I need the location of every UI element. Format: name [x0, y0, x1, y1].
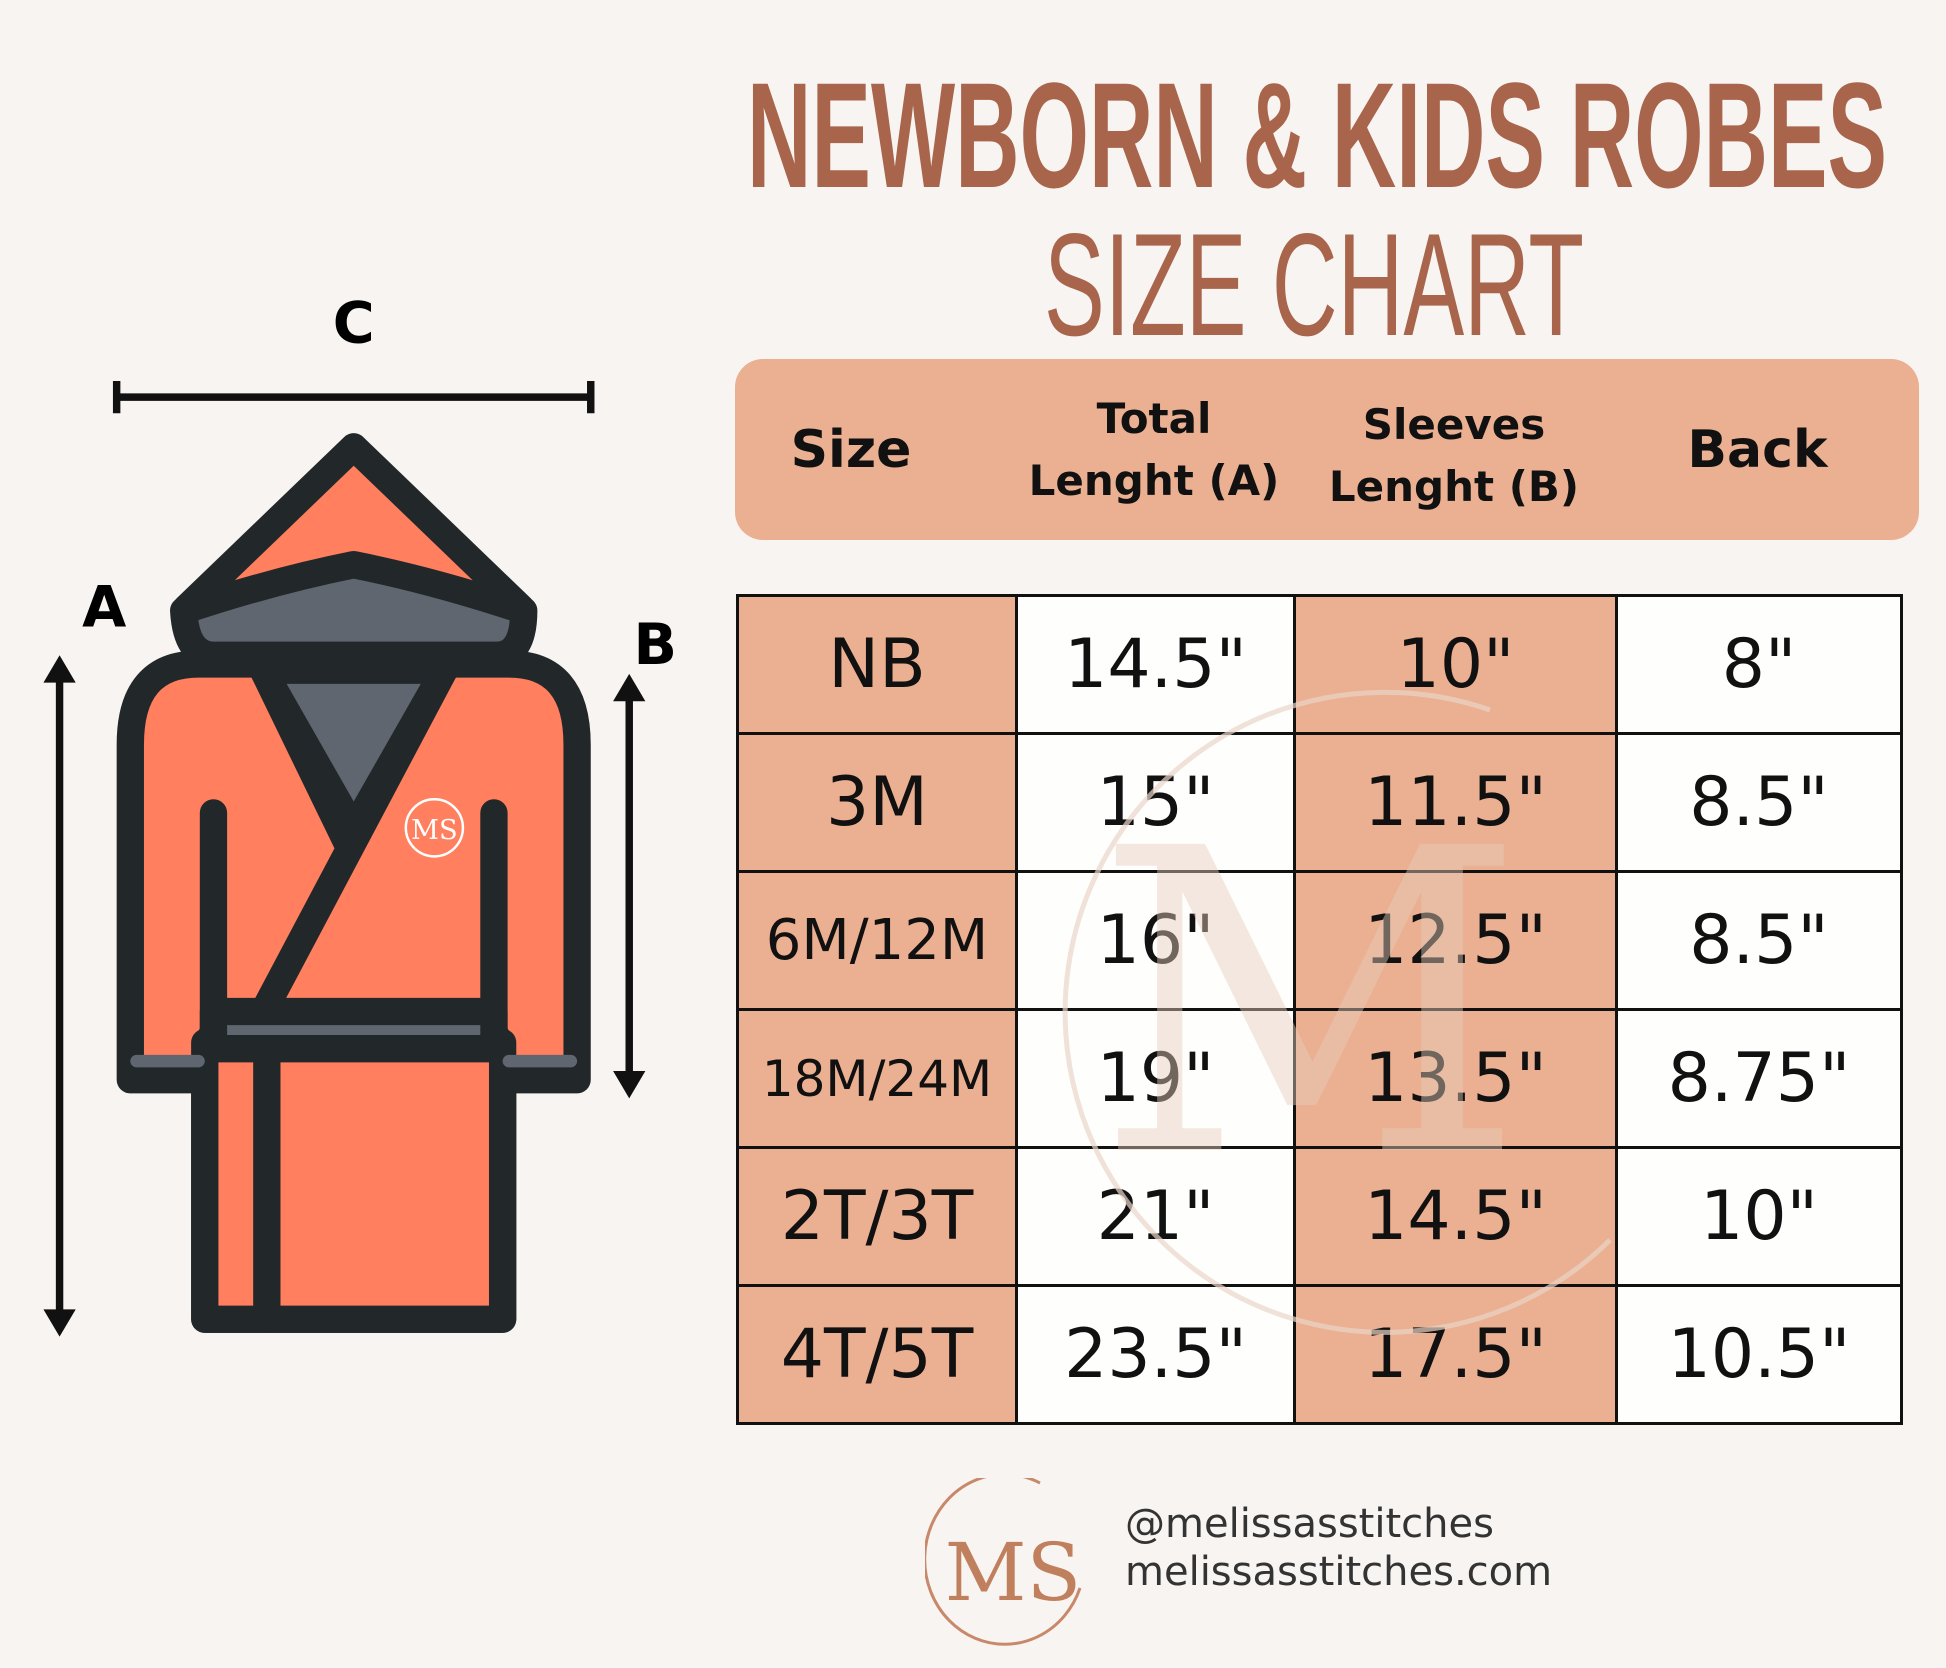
header-size: Size [790, 419, 912, 480]
cell-back: 8" [1615, 594, 1903, 735]
arrow-a-icon [43, 655, 76, 1337]
table-row: NB 14.5" 10" 8" [736, 594, 1903, 735]
table-row: 18M/24M 19" 13.5" 8.75" [736, 1008, 1903, 1149]
table-row: 3M 15" 11.5" 8.5" [736, 732, 1903, 873]
cell-total-length: 19" [1015, 1008, 1296, 1149]
robe-logo: MS [404, 798, 465, 858]
header-sleeves-length: Sleeves Lenght (B) [1328, 399, 1580, 511]
robe-icon [116, 433, 591, 1333]
cell-sleeves-length: 13.5" [1293, 1008, 1618, 1149]
title-line-1: NEWBORN & KIDS ROBES [747, 52, 1887, 202]
cell-size: 6M/12M [736, 870, 1018, 1011]
cell-total-length: 21" [1015, 1146, 1296, 1287]
cell-size: 18M/24M [736, 1008, 1018, 1149]
title-text: NEWBORN & KIDS ROBES [747, 52, 1887, 202]
label-a: A [82, 575, 126, 641]
cell-back: 10" [1615, 1146, 1903, 1287]
footer-logo: MS [925, 1478, 1082, 1646]
cell-size: 4T/5T [736, 1284, 1018, 1425]
table-row: 6M/12M 16" 12.5" 8.5" [736, 870, 1903, 1011]
table-row: 2T/3T 21" 14.5" 10" [736, 1146, 1903, 1287]
website-link[interactable]: melissasstitches.com [1125, 1549, 1553, 1595]
cell-total-length: 14.5" [1015, 594, 1296, 735]
width-measure-c [112, 381, 595, 414]
arrow-b-icon [613, 673, 646, 1099]
cell-sleeves-length: 17.5" [1293, 1284, 1618, 1425]
cell-sleeves-length: 10" [1293, 594, 1618, 735]
table-header: Size Total Lenght (A) Sleeves Lenght (B) B… [735, 359, 1919, 540]
cell-total-length: 15" [1015, 732, 1296, 873]
header-total-length: Total Lenght (A) [1028, 393, 1280, 505]
table-row: 4T/5T 23.5" 17.5" 10.5" [736, 1284, 1903, 1425]
size-table: NB 14.5" 10" 8" 3M 15" 11.5" 8.5" 6M/12M 16" 12.5"… [736, 594, 1903, 1425]
svg-text:MS: MS [945, 1526, 1082, 1619]
svg-text:MS: MS [411, 815, 458, 846]
social-handle[interactable]: @melissasstitches [1125, 1501, 1494, 1547]
cell-size: 2T/3T [736, 1146, 1018, 1287]
cell-total-length: 23.5" [1015, 1284, 1296, 1425]
cell-size: 3M [736, 732, 1018, 873]
label-c: C [333, 291, 375, 357]
cell-sleeves-length: 14.5" [1293, 1146, 1618, 1287]
footer-contact: @melissasstitches melissasstitches.com [1125, 1500, 1552, 1596]
cell-sleeves-length: 11.5" [1293, 732, 1618, 873]
cell-back: 8.5" [1615, 732, 1903, 873]
cell-total-length: 16" [1015, 870, 1296, 1011]
cell-sleeves-length: 12.5" [1293, 870, 1618, 1011]
cell-size: NB [736, 594, 1018, 735]
cell-back: 8.5" [1615, 870, 1903, 1011]
header-back: Back [1687, 419, 1828, 480]
cell-back: 10.5" [1615, 1284, 1903, 1425]
title-line-2: SIZE CHART [1044, 205, 1584, 351]
cell-back: 8.75" [1615, 1008, 1903, 1149]
subtitle-text: SIZE CHART [1044, 205, 1584, 351]
label-b: B [634, 612, 678, 678]
